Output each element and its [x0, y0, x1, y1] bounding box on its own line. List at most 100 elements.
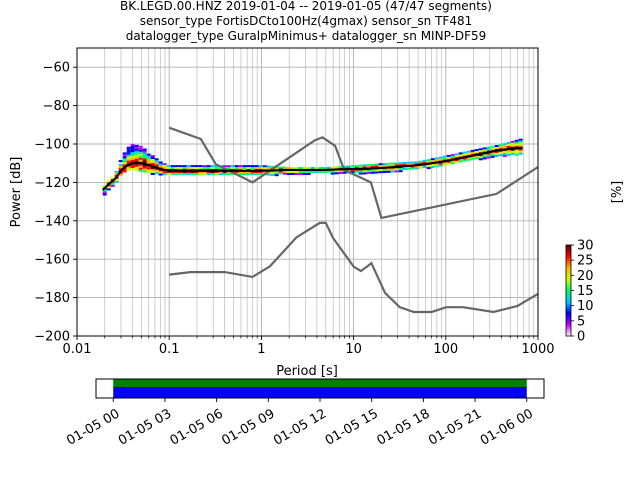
density-cell: [162, 171, 167, 174]
density-cell: [386, 168, 391, 171]
density-cell: [450, 154, 455, 157]
density-cell: [130, 146, 135, 148]
colorbar-tick-label: 25: [577, 254, 594, 269]
density-cell: [510, 144, 515, 147]
density-cell: [138, 165, 143, 168]
density-cell: [310, 167, 315, 169]
y-tick-label: −180: [34, 291, 70, 306]
density-cell: [158, 165, 163, 168]
density-cell: [434, 165, 439, 168]
density-cell: [362, 172, 367, 175]
density-cell: [170, 165, 175, 168]
density-cell: [106, 188, 111, 191]
density-cell: [466, 150, 471, 153]
density-cell: [518, 142, 523, 145]
density-cell: [118, 168, 123, 171]
density-cell: [326, 170, 331, 173]
density-cell: [146, 165, 151, 168]
density-cell: [142, 158, 147, 161]
density-cell: [410, 167, 415, 170]
density-cell: [142, 152, 147, 155]
density-cell: [442, 161, 447, 164]
density-cell: [506, 154, 511, 156]
density-cell: [382, 165, 387, 167]
density-cell: [466, 158, 471, 161]
density-cell: [250, 167, 255, 170]
density-cell: [134, 148, 139, 151]
density-cell: [150, 157, 155, 159]
density-cell: [238, 167, 243, 170]
density-cell: [166, 164, 171, 167]
density-cell: [150, 159, 155, 161]
density-cell: [434, 159, 439, 162]
density-cell: [226, 171, 231, 174]
density-cell: [138, 149, 143, 152]
density-cell: [502, 151, 507, 154]
density-cell: [150, 173, 155, 175]
density-cell: [378, 163, 383, 166]
density-cell: [438, 162, 443, 165]
density-cell: [138, 163, 143, 166]
density-cell: [118, 164, 123, 167]
density-cell: [134, 146, 139, 149]
density-cell: [110, 184, 115, 187]
density-cell: [122, 170, 127, 173]
y-tick-label: −60: [43, 61, 70, 76]
density-cell: [382, 163, 387, 165]
density-cell: [502, 143, 507, 146]
density-cell: [378, 169, 383, 172]
density-cell: [230, 167, 235, 170]
density-cell: [202, 173, 207, 176]
density-cell: [130, 166, 135, 168]
density-cell: [382, 169, 387, 171]
density-cell: [266, 165, 271, 168]
density-cell: [446, 162, 451, 165]
density-cell: [490, 153, 495, 156]
density-cell: [214, 165, 219, 168]
timeline-tick-label: 01-05 06: [168, 406, 226, 448]
density-cell: [126, 154, 131, 157]
density-cell: [134, 154, 139, 157]
density-cell: [422, 165, 427, 168]
density-cell: [122, 154, 127, 157]
density-cell: [506, 150, 511, 152]
density-cell: [398, 168, 403, 171]
density-cell: [438, 158, 443, 161]
density-cell: [470, 151, 475, 154]
density-cell: [150, 169, 155, 171]
density-cell: [202, 171, 207, 174]
density-cell: [102, 191, 107, 194]
density-cell: [158, 171, 163, 174]
density-cell: [478, 156, 483, 159]
density-cell: [366, 164, 371, 167]
density-cell: [442, 157, 447, 160]
density-cell: [218, 167, 223, 170]
density-cell: [166, 170, 171, 173]
density-cell: [146, 171, 151, 174]
density-cell: [130, 160, 135, 162]
density-cell: [222, 171, 227, 174]
density-cell: [498, 150, 503, 153]
density-cell: [174, 173, 179, 176]
x-axis-label: Period [s]: [276, 364, 338, 379]
density-cell: [482, 157, 487, 160]
density-cell: [362, 166, 367, 169]
density-cell: [446, 160, 451, 163]
density-cell: [338, 170, 343, 172]
density-cell: [130, 150, 135, 152]
density-cell: [206, 171, 211, 174]
chart-title: BK.LEGD.00.HNZ 2019-01-04 -- 2019-01-05 …: [120, 0, 492, 43]
density-cell: [458, 152, 463, 155]
density-cell: [518, 140, 523, 143]
density-cell: [114, 180, 119, 183]
density-cell: [262, 171, 267, 174]
density-cell: [162, 163, 167, 166]
density-cell: [422, 161, 427, 164]
density-cell: [498, 152, 503, 155]
density-cell: [102, 193, 107, 196]
density-cell: [270, 173, 275, 176]
density-cell: [246, 171, 251, 174]
density-cell: [214, 171, 219, 174]
density-cell: [386, 164, 391, 167]
density-cell: [514, 143, 519, 146]
